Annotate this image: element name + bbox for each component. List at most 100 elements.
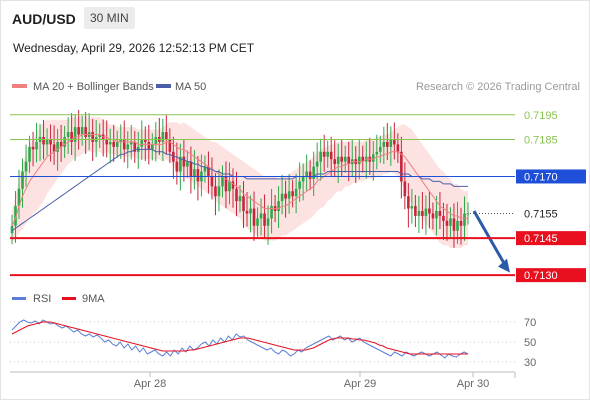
candle-body — [424, 208, 428, 216]
x-tick-label-1: Apr 29 — [344, 378, 376, 390]
candle-body — [389, 139, 393, 147]
legend-rsi: RSI 9MA — [12, 293, 105, 305]
level-label-0.7145: 0.7145 — [524, 233, 558, 245]
candle-body — [10, 225, 14, 234]
candle-body — [80, 127, 84, 135]
candle-body — [407, 196, 410, 209]
level-label-0.7170: 0.7170 — [524, 171, 558, 183]
price-area — [10, 110, 510, 273]
candle-body — [277, 201, 280, 211]
candle-body — [231, 181, 235, 189]
candle-body — [245, 211, 249, 214]
candle-body — [73, 127, 77, 142]
candle-body — [24, 161, 28, 172]
candle-body — [28, 146, 31, 162]
candle-body — [287, 191, 291, 199]
candle-body — [31, 146, 35, 150]
candle-body — [466, 213, 470, 215]
candle-body — [308, 171, 312, 179]
candle-body — [319, 151, 322, 162]
candle-body — [143, 139, 147, 142]
candle-body — [347, 156, 351, 165]
candle-body — [410, 206, 414, 209]
candle-body — [235, 188, 238, 202]
candle-body — [403, 181, 407, 197]
candle-body — [59, 141, 63, 147]
rsi-tick-70: 70 — [524, 317, 536, 329]
candle-body — [431, 213, 435, 219]
level-label-0.7195: 0.7195 — [524, 110, 558, 122]
candle-body — [179, 156, 182, 172]
candle-body — [221, 176, 224, 187]
candle-body — [449, 218, 452, 226]
candle-body — [326, 151, 329, 157]
candle-body — [361, 156, 365, 162]
candle-body — [147, 141, 151, 150]
candle-body — [379, 146, 382, 152]
legend-ma50: MA 50 — [175, 81, 206, 93]
candle-body — [77, 127, 80, 135]
candle-body — [336, 156, 340, 165]
candle-body — [386, 141, 389, 147]
level-tag-0.7155 — [516, 206, 586, 221]
level-label-0.7155: 0.7155 — [524, 208, 558, 220]
candle-body — [428, 208, 431, 214]
candle-body — [305, 171, 308, 177]
candle-body — [396, 144, 400, 152]
candle-body — [161, 132, 165, 142]
candle-body — [21, 171, 24, 189]
candle-body — [189, 161, 193, 177]
candle-body — [371, 154, 375, 162]
candle-body — [98, 134, 101, 137]
candle-body — [112, 141, 116, 147]
candle-body — [263, 213, 266, 226]
candle-body — [456, 220, 459, 231]
datetime-label: Wednesday, April 29, 2026 12:52:13 PM CE… — [13, 41, 255, 55]
candle-body — [193, 169, 196, 177]
legend-ma20: MA 20 + Bollinger Bands — [33, 81, 154, 93]
candle-body — [182, 156, 186, 167]
candle-body — [343, 156, 347, 162]
candle-body — [186, 161, 189, 167]
ma50-swatch — [156, 84, 171, 88]
symbol-title: AUD/USD — [12, 11, 76, 27]
candle-body — [52, 144, 56, 152]
candle-body — [108, 141, 112, 145]
candle-body — [340, 156, 344, 162]
candle-body — [238, 196, 242, 202]
level-label-0.7130: 0.7130 — [524, 270, 558, 282]
candle-body — [280, 193, 284, 202]
candle-body — [228, 181, 231, 192]
candle-body — [17, 188, 21, 207]
candle-body — [42, 137, 45, 145]
timeframe-badge[interactable]: 30 MIN — [84, 7, 135, 29]
candle-body — [66, 132, 70, 137]
forecast-arrow-head — [498, 258, 510, 273]
candle-body — [210, 176, 214, 187]
candle-body — [35, 141, 38, 150]
candle-body — [49, 139, 52, 145]
candle-body — [382, 141, 386, 147]
candle-body — [256, 218, 259, 226]
ma20-swatch — [12, 84, 27, 88]
candle-body — [414, 206, 417, 216]
candle-body — [375, 151, 379, 155]
candle-body — [84, 127, 87, 137]
rsi-swatch — [12, 297, 26, 300]
candle-body — [445, 220, 449, 226]
legend-price: MA 20 + Bollinger Bands MA 50 Research ©… — [12, 81, 580, 93]
candle-body — [168, 139, 172, 152]
candle-body — [140, 139, 144, 147]
candle-body — [459, 220, 463, 226]
candle-body — [70, 132, 73, 142]
copyright: Research © 2026 Trading Central — [416, 81, 580, 93]
candle-body — [438, 211, 442, 216]
candle-body — [119, 139, 123, 142]
candle-body — [214, 186, 217, 197]
candle-body — [45, 139, 49, 145]
candle-body — [207, 166, 210, 177]
candle-body — [122, 139, 126, 150]
rsi-tick-50: 50 — [524, 337, 536, 349]
candle-body — [294, 188, 298, 197]
